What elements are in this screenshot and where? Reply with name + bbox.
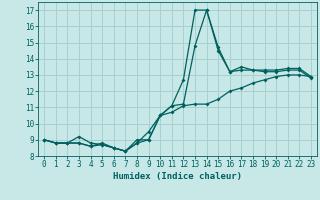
- X-axis label: Humidex (Indice chaleur): Humidex (Indice chaleur): [113, 172, 242, 181]
